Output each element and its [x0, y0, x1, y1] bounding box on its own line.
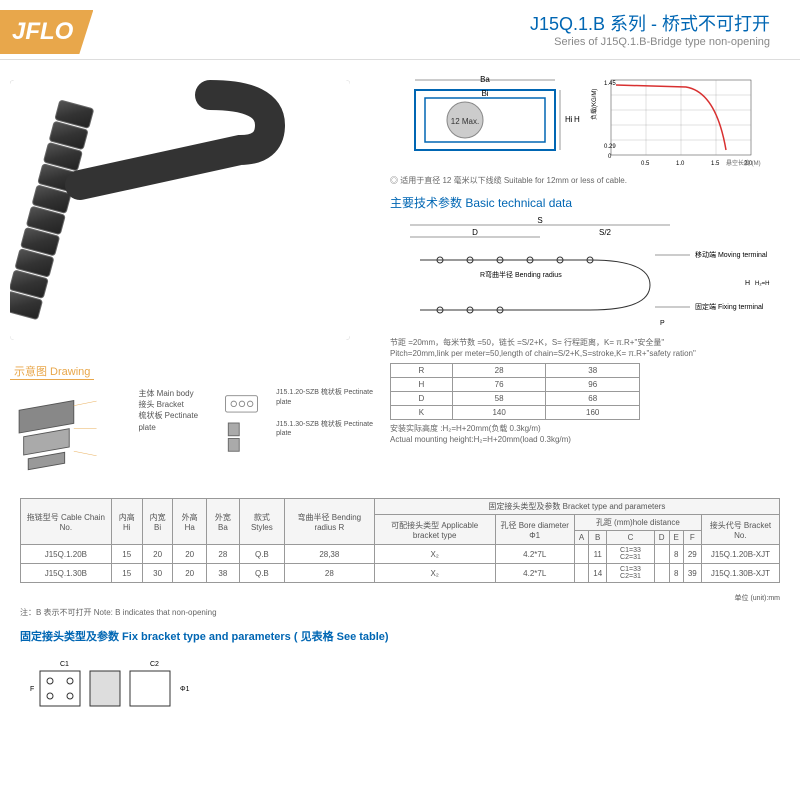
th-bi: 内宽 Bi [142, 499, 173, 545]
th-b: B [589, 531, 607, 545]
th-e: E [669, 531, 683, 545]
rhdk-label: H [391, 378, 453, 392]
th-hi: 内高 Hi [111, 499, 142, 545]
pectinate-2: J15.1.30-SZB 梳状板 Pectinate plate [276, 420, 380, 440]
rhdk-label: D [391, 392, 453, 406]
svg-text:Hi: Hi [565, 115, 573, 124]
svg-text:Ba: Ba [480, 75, 490, 84]
th-f: F [683, 531, 701, 545]
svg-text:1.5: 1.5 [711, 161, 720, 167]
header: JFLO J15Q.1.B 系列 - 桥式不可打开 Series of J15Q… [0, 0, 800, 60]
svg-text:Ha: Ha [574, 115, 580, 124]
suitable-note: ◎ 适用于直径 12 毫米以下线缆 Suitable for 12mm or l… [390, 176, 780, 186]
title-cn: J15Q.1.B 系列 - 桥式不可打开 [530, 10, 770, 36]
th-a: A [574, 531, 588, 545]
part-main-body: 主体 Main body [138, 388, 210, 399]
svg-text:0.5: 0.5 [641, 161, 650, 167]
th-c: C [607, 531, 655, 545]
logo: JFLO [0, 10, 93, 54]
rhdk-v2: 96 [546, 378, 640, 392]
svg-text:负载(KG/M): 负载(KG/M) [590, 89, 598, 120]
svg-text:移动端 Moving terminal: 移动端 Moving terminal [695, 250, 768, 259]
svg-text:固定端 Fixing terminal: 固定端 Fixing terminal [695, 302, 764, 311]
table-row: J15Q.1.20B15202028Q.B28,38X₂4.2*7L11C1=3… [21, 545, 780, 564]
th-bracket-no: 接头代号 Bracket No. [701, 515, 779, 545]
load-chart: 负载(KG/M) 0 0.5 1.0 1.5 2.0 悬空长度 (M) 1.45… [586, 70, 766, 170]
th-ba: 外宽 Ba [206, 499, 239, 545]
svg-text:1.0: 1.0 [676, 161, 685, 167]
svg-text:C2: C2 [150, 661, 159, 668]
rhdk-v1: 76 [452, 378, 546, 392]
svg-text:悬空长度 (M): 悬空长度 (M) [726, 159, 761, 167]
th-styles: 款式 Styles [239, 499, 284, 545]
svg-text:Bi: Bi [481, 89, 488, 98]
svg-text:S: S [537, 216, 542, 225]
rhdk-v1: 58 [452, 392, 546, 406]
svg-text:C1: C1 [60, 661, 69, 668]
left-column: 示意图 Drawing 主体 Main body 接头 Bracket 梳状板 … [10, 70, 380, 478]
rhdk-v2: 38 [546, 364, 640, 378]
th-bracket-params: 固定接头类型及参数 Bracket type and parameters [374, 499, 779, 515]
svg-text:H: H [745, 280, 750, 287]
drawing-section: 示意图 Drawing 主体 Main body 接头 Bracket 梳状板 … [10, 363, 380, 478]
svg-text:R弯曲半径 Bending radius: R弯曲半径 Bending radius [480, 270, 562, 279]
rhdk-v2: 68 [546, 392, 640, 406]
rhdk-v1: 140 [452, 406, 546, 420]
note-b: 注：B 表示不可打开 Note: B indicates that non-op… [0, 603, 800, 622]
right-column: 12 Max. Ba Bi Hi Ha 负载(KG/M) 0 0 [390, 70, 780, 478]
svg-text:0.29: 0.29 [604, 144, 616, 150]
pectinate-icons [221, 388, 267, 458]
svg-text:1.45: 1.45 [604, 81, 616, 87]
th-bore: 孔径 Bore diameter Φ1 [495, 515, 574, 545]
th-chain-no: 拖链型号 Cable Chain No. [21, 499, 112, 545]
rhdk-v2: 160 [546, 406, 640, 420]
fix-bracket-title: 固定接头类型及参数 Fix bracket type and parameter… [0, 622, 800, 650]
tech-title: 主要技术参数 Basic technical data [390, 194, 780, 211]
svg-text:D: D [472, 228, 478, 237]
cross-section-diagram: 12 Max. Ba Bi Hi Ha [390, 70, 580, 170]
mounting-en: Actual mounting height:H₂=H+20mm(load 0.… [390, 435, 780, 445]
main-content: 示意图 Drawing 主体 Main body 接头 Bracket 梳状板 … [0, 60, 800, 488]
th-ha: 外高 Ha [173, 499, 206, 545]
pectinate-1: J15.1.20-SZB 梳状板 Pectinate plate [276, 388, 380, 408]
svg-text:S/2: S/2 [599, 228, 612, 237]
unit-label: 单位 (unit):mm [0, 593, 800, 603]
svg-text:P: P [660, 320, 665, 327]
chain-image [10, 80, 350, 340]
svg-text:Φ1: Φ1 [180, 686, 190, 693]
bracket-diagram: C1 C2 F Φ1 [20, 656, 220, 716]
chain-layout-diagram: S D S/2 R弯曲半径 Bending radius 移动端 Moving … [390, 215, 770, 335]
table-row: J15Q.1.30B15302038Q.B28X₂4.2*7L14C1=33 C… [21, 564, 780, 583]
pectinate-labels: J15.1.20-SZB 梳状板 Pectinate plate J15.1.3… [276, 388, 380, 439]
part-bracket: 接头 Bracket [138, 399, 210, 410]
drawing-label: 示意图 Drawing [10, 363, 94, 380]
pitch-note-cn: 节距 =20mm，每米节数 =50，链长 =S/2+K，S= 行程距离，K= π… [390, 338, 780, 348]
pitch-note-en: Pitch=20mm,link per meter=50,length of c… [390, 349, 780, 359]
mounting-cn: 安装实际高度 :H₂=H+20mm(负载 0.3kg/m) [390, 424, 780, 434]
rhdk-label: R [391, 364, 453, 378]
title-en: Series of J15Q.1.B-Bridge type non-openi… [530, 36, 770, 48]
rhdk-v1: 28 [452, 364, 546, 378]
main-spec-table: 拖链型号 Cable Chain No. 内高 Hi 内宽 Bi 外高 Ha 外… [20, 498, 780, 583]
th-d: D [654, 531, 669, 545]
th-hole-dist: 孔距 (mm)hole distance [574, 515, 701, 531]
svg-text:F: F [30, 686, 34, 693]
rhdk-table: R2838 H7696 D5868 K140160 [390, 363, 640, 420]
rhdk-label: K [391, 406, 453, 420]
th-app-bracket: 可配接头类型 Applicable bracket type [374, 515, 495, 545]
svg-text:H₂=H+14: H₂=H+14 [755, 281, 770, 287]
title-block: J15Q.1.B 系列 - 桥式不可打开 Series of J15Q.1.B-… [530, 10, 780, 48]
exploded-view [10, 388, 128, 478]
th-radius: 弯曲半径 Bending radius R [284, 499, 374, 545]
svg-text:12 Max.: 12 Max. [451, 117, 479, 126]
part-pectinate: 梳状板 Pectinate plate [138, 410, 210, 432]
parts-labels: 主体 Main body 接头 Bracket 梳状板 Pectinate pl… [138, 388, 210, 433]
